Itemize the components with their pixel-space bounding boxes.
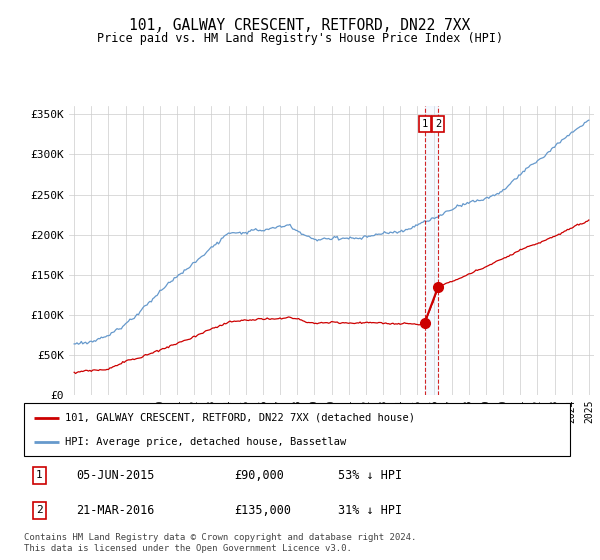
- Text: Price paid vs. HM Land Registry's House Price Index (HPI): Price paid vs. HM Land Registry's House …: [97, 32, 503, 45]
- Text: 53% ↓ HPI: 53% ↓ HPI: [338, 469, 402, 482]
- Text: HPI: Average price, detached house, Bassetlaw: HPI: Average price, detached house, Bass…: [65, 437, 346, 447]
- Text: £135,000: £135,000: [234, 504, 291, 517]
- Text: 101, GALWAY CRESCENT, RETFORD, DN22 7XX (detached house): 101, GALWAY CRESCENT, RETFORD, DN22 7XX …: [65, 413, 415, 423]
- Text: 2: 2: [435, 119, 442, 129]
- Text: Contains HM Land Registry data © Crown copyright and database right 2024.
This d: Contains HM Land Registry data © Crown c…: [24, 533, 416, 553]
- Text: 1: 1: [422, 119, 428, 129]
- Text: 31% ↓ HPI: 31% ↓ HPI: [338, 504, 402, 517]
- Text: £90,000: £90,000: [234, 469, 284, 482]
- Text: 1: 1: [36, 470, 43, 480]
- Text: 05-JUN-2015: 05-JUN-2015: [76, 469, 154, 482]
- Text: 21-MAR-2016: 21-MAR-2016: [76, 504, 154, 517]
- Text: 101, GALWAY CRESCENT, RETFORD, DN22 7XX: 101, GALWAY CRESCENT, RETFORD, DN22 7XX: [130, 18, 470, 33]
- Bar: [425, 106, 438, 395]
- Text: 2: 2: [36, 505, 43, 515]
- FancyBboxPatch shape: [24, 403, 570, 456]
